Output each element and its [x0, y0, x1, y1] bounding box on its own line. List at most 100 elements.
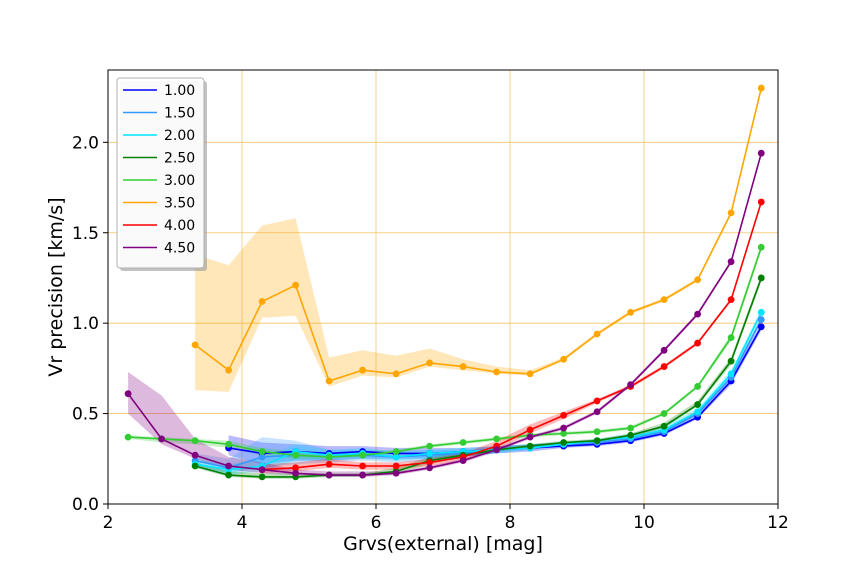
legend: 1.00 1.50 2.00 2.50 3.00 3.50 4.00 4.50	[116, 77, 207, 271]
data-point	[426, 359, 433, 367]
axis-ticks: 2 4 6 8 10 12 0.0 0.5 1.0 1.5 2.0	[72, 133, 789, 533]
data-point	[426, 459, 433, 466]
series-lines	[127, 87, 763, 478]
legend-label: 3.50	[164, 196, 195, 212]
data-point	[526, 433, 534, 441]
data-point	[258, 448, 266, 455]
data-point	[593, 408, 601, 416]
uncertainty-bands	[128, 86, 762, 479]
data-point	[560, 424, 567, 432]
y-axis-label: Vr precision [km/s]	[45, 197, 67, 376]
data-point	[757, 308, 765, 316]
data-point	[392, 370, 400, 378]
data-point	[757, 149, 765, 157]
data-point	[258, 298, 266, 305]
x-tick-label: 10	[633, 513, 655, 533]
data-point	[627, 424, 634, 432]
legend-label: 4.00	[164, 218, 195, 234]
x-tick-label: 8	[505, 513, 516, 533]
data-point	[191, 462, 199, 470]
series-line-4	[128, 246, 763, 458]
legend-box	[116, 77, 205, 269]
data-point	[757, 198, 765, 206]
series-line-7	[127, 152, 763, 476]
series-line-3	[194, 277, 763, 478]
data-point	[359, 462, 366, 470]
series-band-0	[228, 323, 762, 465]
data-point	[325, 377, 333, 385]
data-point	[727, 334, 735, 342]
y-tick-label: 2.0	[72, 133, 99, 153]
data-point	[426, 464, 433, 472]
data-point	[757, 323, 765, 331]
data-point	[526, 426, 534, 434]
data-point	[694, 276, 701, 284]
data-point	[727, 370, 735, 378]
data-point	[493, 435, 500, 443]
data-point	[392, 462, 400, 470]
data-point	[560, 411, 567, 419]
data-point	[757, 243, 765, 251]
data-point	[493, 446, 500, 454]
data-point	[560, 439, 567, 446]
data-point	[493, 368, 500, 376]
data-point	[560, 430, 567, 437]
data-point	[124, 433, 132, 441]
data-point	[660, 363, 668, 370]
data-point	[392, 469, 400, 477]
data-point	[426, 449, 433, 457]
x-tick-label: 12	[767, 513, 789, 533]
data-point	[359, 471, 366, 479]
data-point	[694, 401, 701, 408]
data-point	[660, 346, 668, 354]
x-tick-label: 6	[371, 513, 382, 533]
data-point	[225, 440, 233, 448]
data-point	[292, 469, 299, 477]
series-points	[124, 84, 765, 481]
data-point	[593, 397, 601, 405]
x-tick-label: 4	[237, 513, 248, 533]
legend-label: 4.50	[164, 241, 195, 257]
data-point	[694, 383, 701, 390]
data-point	[593, 428, 601, 436]
y-tick-label: 0.5	[72, 405, 99, 425]
data-point	[660, 410, 668, 417]
plot-frame	[107, 69, 779, 505]
data-point	[593, 330, 601, 338]
y-tick-label: 1.0	[72, 314, 99, 334]
data-point	[560, 355, 567, 363]
data-point	[191, 341, 199, 349]
y-tick-label: 1.5	[72, 224, 99, 244]
y-tick-label: 0.0	[72, 495, 99, 515]
data-point	[225, 366, 233, 374]
legend-label: 1.00	[164, 83, 195, 99]
data-point	[325, 460, 333, 468]
data-point	[526, 442, 534, 450]
data-point	[325, 453, 333, 461]
data-point	[426, 442, 433, 450]
data-point	[593, 437, 601, 445]
data-point	[459, 363, 467, 370]
data-point	[727, 296, 735, 304]
series-band-1	[195, 315, 762, 474]
data-point	[392, 448, 400, 455]
series-band-7	[128, 151, 762, 477]
data-point	[292, 451, 299, 459]
legend-label: 2.50	[164, 151, 195, 167]
data-point	[694, 408, 701, 416]
data-point	[258, 453, 266, 461]
data-point	[359, 366, 366, 374]
data-point	[727, 258, 735, 266]
data-point	[225, 471, 233, 479]
legend-label: 1.50	[164, 106, 195, 122]
data-point	[292, 464, 299, 472]
series-line-6	[262, 201, 763, 471]
data-point	[392, 453, 400, 461]
data-point	[757, 84, 765, 92]
grid	[107, 70, 779, 505]
data-point	[660, 296, 668, 304]
data-point	[158, 435, 166, 443]
x-tick-label: 2	[103, 513, 114, 533]
data-point	[225, 462, 233, 470]
